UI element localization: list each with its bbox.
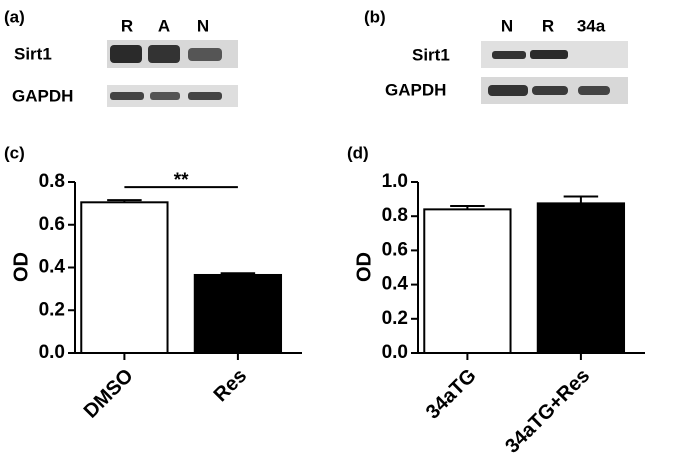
row-label: GAPDH — [385, 80, 446, 99]
blot-image — [107, 40, 238, 107]
x-tick-label: 34aTG+Res — [501, 365, 594, 458]
row-label: GAPDH — [12, 86, 73, 105]
x-tick-label: Res — [210, 365, 252, 407]
significance-label: ** — [174, 170, 189, 191]
lane-label: N — [197, 16, 209, 35]
y-tick-label: 0.2 — [382, 308, 408, 329]
y-tick-label: 0.0 — [39, 342, 65, 363]
y-tick-label: 1.0 — [382, 171, 408, 192]
lane-label: R — [121, 16, 133, 35]
panel-label: (a) — [4, 7, 25, 26]
lane-label: N — [501, 16, 513, 35]
bar — [423, 208, 512, 354]
lane-label: 34a — [577, 16, 606, 35]
panel-label: (b) — [364, 7, 386, 26]
y-tick-label: 0.4 — [39, 257, 66, 278]
y-tick-label: 0.6 — [382, 239, 408, 260]
x-tick-label: DMSO — [80, 365, 138, 423]
y-tick-label: 0.2 — [39, 299, 65, 320]
y-tick-label: 0.8 — [382, 205, 408, 226]
panel-label: (c) — [4, 143, 25, 162]
y-tick-label: 0.4 — [382, 274, 409, 295]
panel-label: (d) — [347, 143, 369, 162]
lane-label: R — [542, 16, 554, 35]
bar — [193, 273, 283, 355]
y-axis-label: OD — [353, 252, 375, 282]
bar — [80, 201, 169, 354]
bar — [536, 202, 626, 354]
row-label: Sirt1 — [412, 45, 450, 64]
y-axis-label: OD — [10, 252, 32, 282]
row-label: Sirt1 — [14, 44, 52, 63]
lane-label: A — [158, 16, 170, 35]
y-tick-label: 0.0 — [382, 342, 408, 363]
y-tick-label: 0.8 — [39, 171, 65, 192]
blot-image — [481, 41, 628, 104]
x-tick-label: 34aTG — [422, 365, 481, 424]
y-tick-label: 0.6 — [39, 214, 65, 235]
